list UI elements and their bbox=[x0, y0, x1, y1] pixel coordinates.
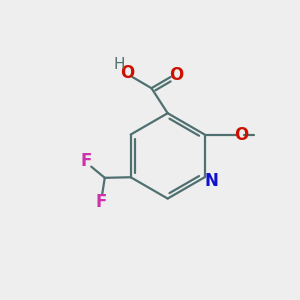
Text: O: O bbox=[169, 66, 184, 84]
Text: F: F bbox=[96, 193, 107, 211]
Text: N: N bbox=[204, 172, 218, 190]
Text: H: H bbox=[114, 56, 125, 71]
Text: O: O bbox=[234, 125, 248, 143]
Text: O: O bbox=[120, 64, 134, 82]
Text: F: F bbox=[81, 152, 92, 170]
